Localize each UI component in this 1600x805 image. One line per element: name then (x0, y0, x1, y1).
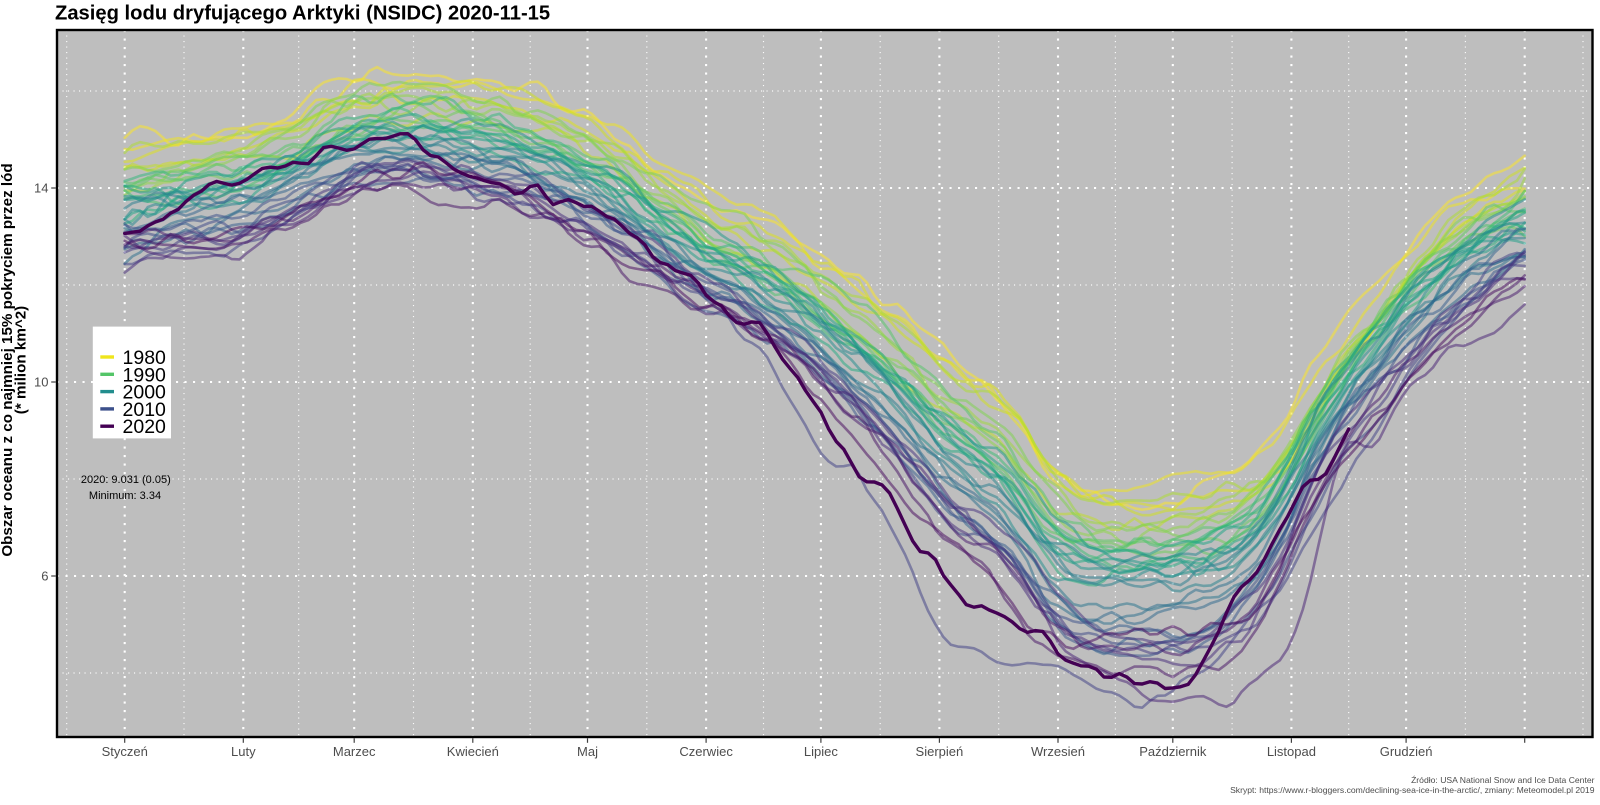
svg-text:1980: 1980 (123, 347, 167, 369)
svg-text:(* milion km^2): (* milion km^2) (13, 306, 30, 414)
svg-text:Skrypt: https://www.r-bloggers: Skrypt: https://www.r-bloggers.com/decli… (1230, 785, 1595, 795)
svg-text:Listopad: Listopad (1267, 744, 1316, 759)
svg-text:10: 10 (34, 375, 48, 390)
svg-text:6: 6 (41, 569, 48, 584)
svg-text:Maj: Maj (577, 744, 598, 759)
svg-text:Sierpień: Sierpień (916, 744, 964, 759)
svg-text:Lipiec: Lipiec (804, 744, 838, 759)
svg-text:2020: 2020 (123, 416, 167, 438)
svg-text:Marzec: Marzec (333, 744, 376, 759)
svg-text:Zasięg lodu dryfującego Arktyk: Zasięg lodu dryfującego Arktyki (NSIDC) … (55, 3, 550, 25)
svg-text:1990: 1990 (123, 364, 167, 386)
svg-text:Obszar oceanu z co najmniej 15: Obszar oceanu z co najmniej 15% pokrycie… (0, 163, 16, 556)
svg-text:2010: 2010 (123, 399, 167, 421)
svg-text:Luty: Luty (231, 744, 256, 759)
svg-text:Styczeń: Styczeń (102, 744, 148, 759)
svg-text:Czerwiec: Czerwiec (679, 744, 733, 759)
svg-text:Źródło: USA National Snow and: Źródło: USA National Snow and Ice Data C… (1411, 775, 1595, 785)
svg-text:Październik: Październik (1139, 744, 1207, 759)
svg-text:Kwiecień: Kwiecień (447, 744, 499, 759)
svg-text:Wrzesień: Wrzesień (1031, 744, 1085, 759)
svg-text:2000: 2000 (123, 382, 167, 404)
svg-text:2020: 9.031 (0.05): 2020: 9.031 (0.05) (81, 474, 171, 486)
svg-text:Minimum: 3.34: Minimum: 3.34 (89, 490, 161, 502)
svg-text:Grudzień: Grudzień (1380, 744, 1433, 759)
svg-text:14: 14 (34, 181, 48, 196)
